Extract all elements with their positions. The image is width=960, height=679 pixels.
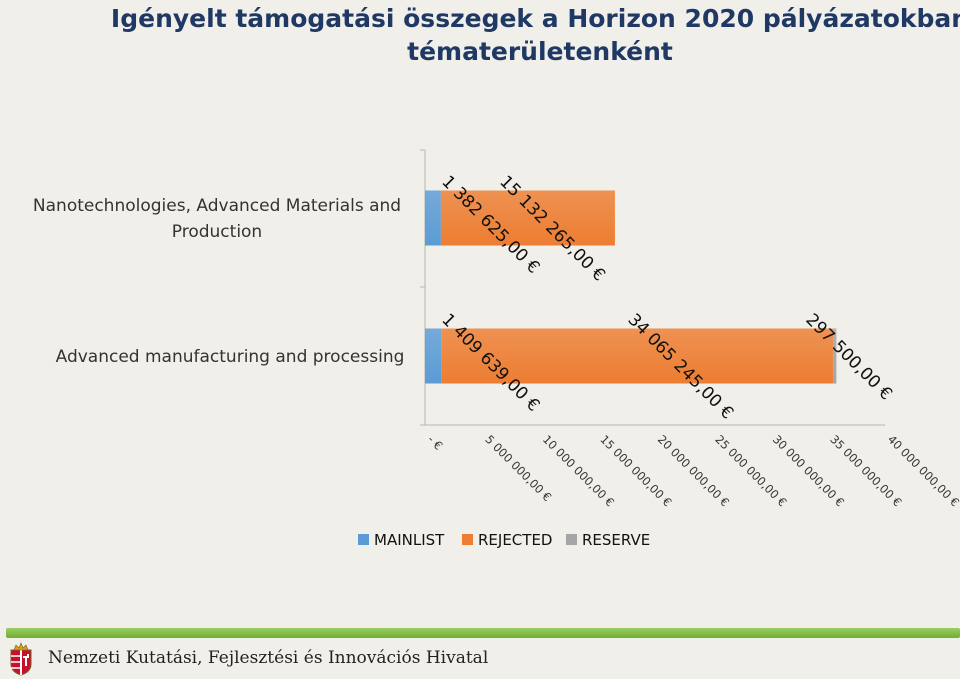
bar-reserve (832, 328, 837, 384)
bar-mainlist (425, 328, 442, 384)
legend-swatch-reserve (566, 534, 577, 545)
category-label: Advanced manufacturing and processing (56, 347, 405, 367)
legend-label-mainlist: MAINLIST (374, 531, 445, 549)
bar-mainlist (425, 190, 441, 246)
bar-chart: Nanotechnologies, Advanced Materials and… (33, 149, 960, 549)
hungarian-crest-icon (10, 642, 32, 676)
chart-title-line-1: Igényelt támogatási összegek a Horizon 2… (110, 4, 960, 33)
footer-institution-name: Nemzeti Kutatási, Fejlesztési és Innovác… (48, 648, 489, 668)
bar-rejected (440, 190, 615, 246)
legend-label-reserve: RESERVE (582, 531, 650, 549)
legend-label-rejected: REJECTED (478, 531, 552, 549)
chart-title: Igényelt támogatási összegek a Horizon 2… (90, 2, 960, 68)
x-tick-label: - € (425, 432, 446, 453)
footer-bar (6, 628, 960, 638)
legend-swatch-mainlist (358, 534, 369, 545)
bar-rejected (441, 328, 833, 384)
category-label: Production (172, 222, 262, 242)
category-label: Nanotechnologies, Advanced Materials and (33, 196, 401, 216)
legend-swatch-rejected (462, 534, 473, 545)
chart-title-line-2: tématerületenként (407, 37, 673, 66)
